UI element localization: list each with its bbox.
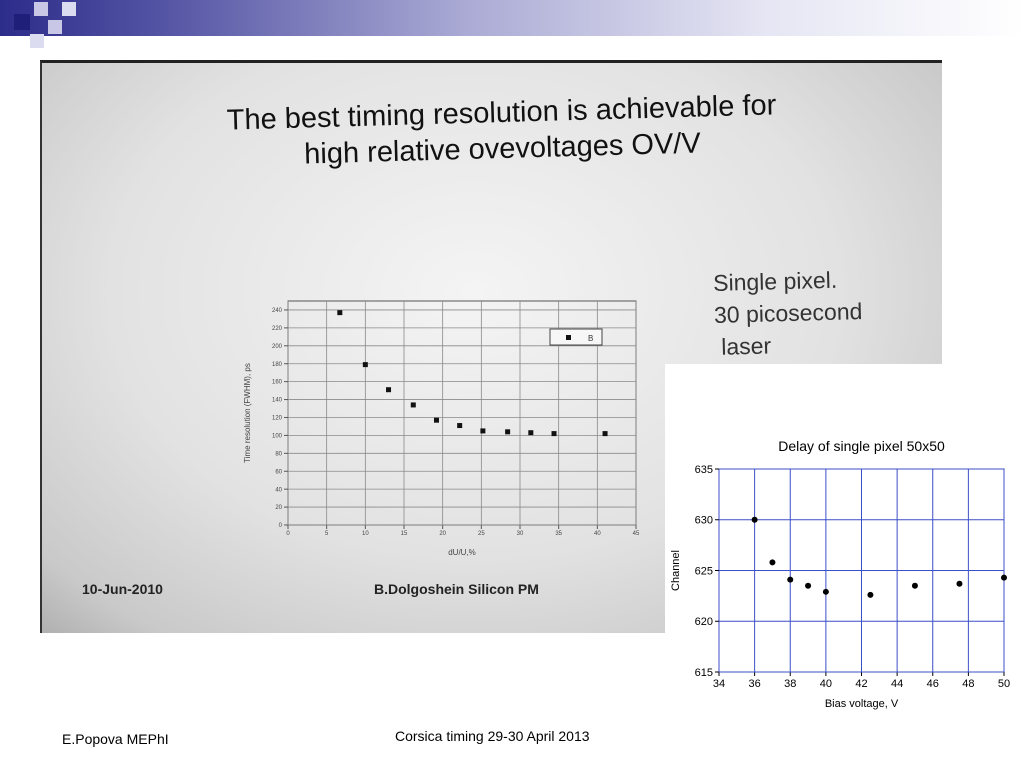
footer-event: Corsica timing 29-30 April 2013: [395, 728, 590, 744]
x-tick-label: 45: [633, 531, 640, 537]
x-tick-label: 10: [362, 531, 369, 537]
data-point: [410, 402, 416, 408]
data-point: [822, 588, 829, 595]
x-tick-label: 48: [962, 678, 974, 690]
data-point: [433, 417, 439, 423]
data-point: [956, 580, 963, 587]
y-tick-label: 615: [695, 667, 713, 679]
data-point: [805, 582, 812, 589]
data-point: [505, 429, 511, 435]
y-tick-label: 240: [272, 308, 283, 314]
y-tick-label: 160: [272, 380, 283, 386]
data-point: [867, 591, 874, 598]
y-tick-label: 625: [695, 565, 713, 577]
y-tick-label: 620: [695, 616, 713, 628]
data-point: [337, 310, 343, 316]
x-tick-label: 50: [998, 678, 1010, 690]
header-square-light-4: [30, 34, 44, 48]
header-gradient-bar: [0, 0, 1024, 36]
x-tick-label: 46: [927, 678, 939, 690]
data-point: [787, 576, 794, 583]
x-tick-label: 0: [286, 531, 290, 537]
x-tick-label: 25: [478, 531, 485, 537]
y-tick-label: 0: [279, 523, 283, 529]
photo-title: The best timing resolution is achievable…: [111, 84, 893, 178]
y-tick-label: 180: [272, 362, 283, 368]
x-tick-label: 36: [749, 678, 761, 690]
x-tick-label: 34: [713, 678, 725, 690]
photo-side-note: Single pixel. 30 picosecond laser: [712, 266, 863, 360]
delay-chart: 34 36 38 40 42 44 46 48 50 615 620 625 630 635 Delay o…: [670, 438, 1010, 710]
data-point: [602, 431, 608, 437]
x-tick-label: 44: [891, 678, 903, 690]
legend-box: [549, 328, 603, 346]
y-tick-label: 120: [272, 416, 283, 422]
data-point: [551, 431, 557, 437]
delay-chart-panel: 34 36 38 40 42 44 46 48 50 615 620 625 630 635 Delay o…: [665, 364, 1024, 724]
data-point: [1001, 574, 1007, 581]
legend-marker: [566, 335, 571, 340]
data-point: [911, 582, 918, 589]
data-point: [751, 516, 758, 523]
y-tick-label: 60: [275, 469, 282, 475]
x-tick-label: 20: [439, 531, 446, 537]
header-square-light-3: [62, 2, 76, 16]
y-tick-label: 40: [275, 487, 282, 493]
y-tick-label: 80: [275, 451, 282, 457]
y-tick-label: 635: [695, 464, 713, 476]
x-tick-label: 40: [820, 678, 832, 690]
header-square-light-1: [34, 2, 48, 16]
x-tick-label: 35: [555, 531, 562, 537]
x-tick-label: 15: [401, 531, 408, 537]
chart-title: Delay of single pixel 50x50: [778, 438, 945, 454]
header-square-navy: [14, 14, 30, 30]
y-tick-label: 20: [275, 505, 282, 511]
legend-label: B: [588, 334, 593, 343]
x-tick-label: 5: [325, 531, 329, 537]
x-axis-label: dU/U,%: [448, 548, 476, 557]
data-point: [386, 387, 392, 393]
footer-author: E.Popova MEPhI: [62, 731, 169, 747]
data-point: [457, 423, 463, 429]
photo-footer-author: B.Dolgoshein Silicon PM: [374, 581, 539, 597]
y-axis-label: Time resolution (FWHM), ps: [243, 363, 252, 463]
y-tick-label: 630: [695, 515, 713, 527]
y-tick-label: 200: [272, 344, 283, 350]
data-point: [480, 428, 486, 434]
data-point: [362, 362, 368, 368]
y-tick-label: 140: [272, 398, 283, 404]
header-square-light-2: [48, 20, 62, 34]
x-tick-label: 40: [594, 531, 601, 537]
x-tick-label: 30: [517, 531, 524, 537]
x-tick-label: 42: [855, 678, 867, 690]
x-tick-label: 38: [784, 678, 796, 690]
timing-resolution-chart: 0 5 10 15 20 25 30 35 40 45 0 20 40 60 80 100 120 140 160 1…: [243, 300, 640, 557]
photo-footer-date: 10-Jun-2010: [82, 581, 163, 597]
data-point: [528, 430, 534, 436]
y-tick-label: 100: [272, 434, 283, 440]
y-axis-label: Channel: [670, 550, 682, 591]
y-tick-label: 220: [272, 326, 283, 332]
data-point: [769, 559, 776, 566]
x-axis-label: Bias voltage, V: [825, 698, 899, 710]
